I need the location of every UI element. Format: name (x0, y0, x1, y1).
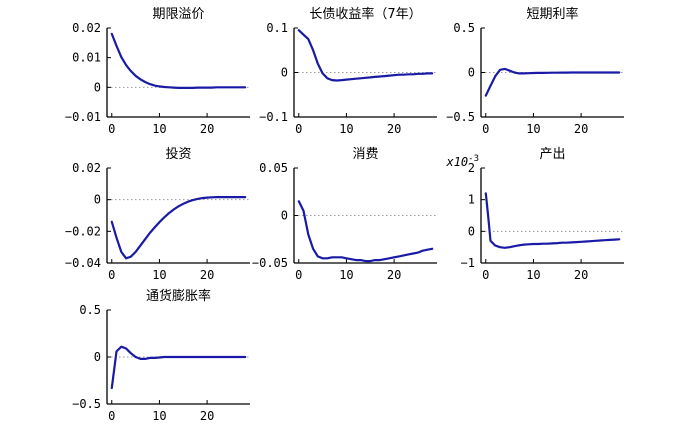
chart-title: 产出 (539, 147, 565, 162)
x-tick-label: 10 (152, 268, 166, 282)
x-tick-label: 0 (295, 268, 302, 282)
y-tick-label: 0.5 (79, 303, 101, 317)
x-tick-label: 20 (200, 409, 214, 423)
axis-exponent-label: x10-3 (445, 154, 479, 169)
chart-title: 长债收益率（7年） (309, 6, 421, 22)
chart-title: 投资 (165, 146, 191, 162)
y-tick-label: −0.01 (65, 110, 101, 124)
y-tick-label: 0 (468, 66, 475, 80)
chart-panel: 长债收益率（7年） 0.1 0 −0.1 0 10 20 (259, 6, 437, 136)
y-tick-label: 0 (94, 350, 101, 364)
x-tick-label: 0 (108, 409, 115, 423)
chart-panel: 短期利率 0.5 0 −0.5 0 10 20 (446, 6, 624, 136)
x-tick-label: 0 (482, 122, 489, 136)
exponent-base: x10 (445, 155, 468, 169)
y-tick-label: 0 (281, 66, 288, 80)
x-tick-label: 20 (387, 122, 401, 136)
x-tick-label: 10 (526, 268, 540, 282)
series-line (484, 192, 621, 249)
x-tick-label: 10 (339, 268, 353, 282)
y-tick-label: 0.02 (72, 161, 101, 175)
chart-title: 短期利率 (526, 6, 578, 22)
series-line (110, 32, 247, 90)
chart-title: 通货膨胀率 (146, 288, 211, 304)
y-tick-label: −0.04 (65, 256, 101, 270)
x-tick-label: 20 (200, 122, 214, 136)
y-tick-label: 0.02 (72, 21, 101, 35)
x-tick-label: 20 (574, 122, 588, 136)
chart-panel: 投资 0.02 0 −0.02 −0.04 0 10 20 (65, 146, 250, 282)
y-tick-label: −0.5 (72, 397, 101, 411)
y-tick-label: 0.05 (259, 161, 288, 175)
chart-panel: 通货膨胀率 0.5 0 −0.5 0 10 20 (72, 288, 250, 423)
y-tick-label: 0.1 (266, 21, 288, 35)
y-tick-label: 0 (94, 193, 101, 207)
series-line (297, 200, 434, 263)
x-tick-label: 0 (482, 268, 489, 282)
series-line (297, 29, 434, 82)
chart-panel: 消费 0.05 0 −0.05 0 10 20 (252, 147, 437, 282)
y-tick-label: −0.02 (65, 224, 101, 238)
y-tick-label: −0.5 (446, 110, 475, 124)
y-tick-label: 0 (468, 224, 475, 238)
chart-title: 期限溢价 (152, 7, 204, 22)
x-tick-label: 20 (387, 268, 401, 282)
series-line (110, 196, 247, 260)
y-tick-label: 0 (281, 209, 288, 223)
x-tick-label: 0 (295, 122, 302, 136)
y-tick-label: 0 (94, 80, 101, 94)
x-tick-label: 20 (574, 268, 588, 282)
chart-panel: 期限溢价 0.02 0.01 0 −0.01 0 10 20 (65, 7, 250, 136)
y-tick-label: 2 (468, 161, 475, 175)
y-tick-label: 1 (468, 193, 475, 207)
y-tick-label: 0.5 (453, 21, 475, 35)
x-tick-label: 10 (526, 122, 540, 136)
x-tick-label: 10 (152, 122, 166, 136)
exponent-power: -3 (468, 154, 479, 164)
y-tick-label: −0.1 (259, 110, 288, 124)
x-tick-label: 20 (200, 268, 214, 282)
series-line (110, 345, 247, 390)
x-tick-label: 0 (108, 268, 115, 282)
x-tick-label: 10 (152, 409, 166, 423)
x-tick-label: 0 (108, 122, 115, 136)
series-line (484, 67, 621, 97)
chart-title: 消费 (352, 147, 378, 162)
y-tick-label: −0.05 (252, 256, 288, 270)
y-tick-label: 0.01 (72, 51, 101, 65)
x-tick-label: 10 (339, 122, 353, 136)
y-tick-label: −1 (461, 256, 475, 270)
